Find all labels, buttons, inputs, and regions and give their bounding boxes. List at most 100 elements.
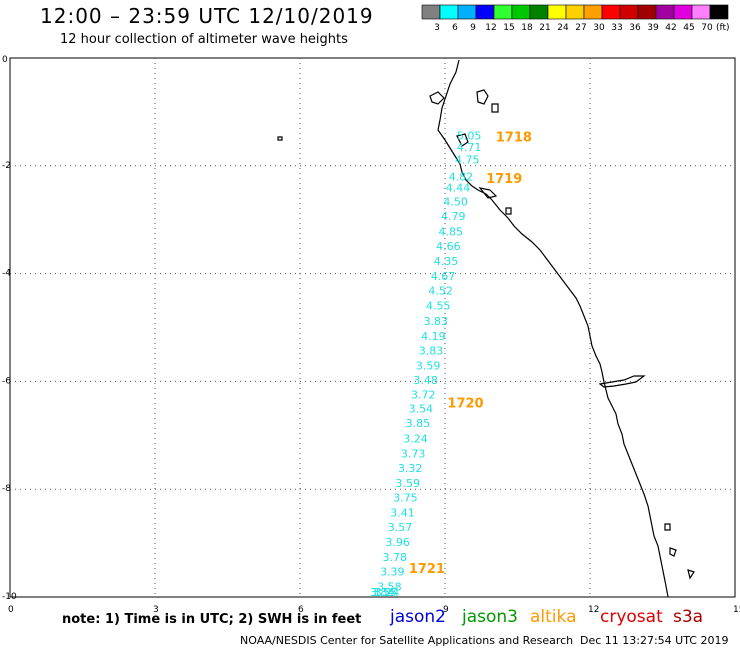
- legend-swatch: [691, 4, 711, 20]
- satellite-cryosat: cryosat: [600, 607, 663, 627]
- swh-value: 3.24: [403, 432, 428, 445]
- satellite-jason2: jason2: [390, 607, 446, 627]
- footer-credit: NOAA/NESDIS Center for Satellite Applica…: [240, 634, 574, 647]
- map-grid: [10, 58, 735, 597]
- pass-time-label: 1719: [486, 172, 522, 187]
- legend-bin-label: 9: [470, 23, 476, 33]
- coast-island-f: [505, 207, 512, 215]
- pass-time-label: 1720: [447, 396, 483, 411]
- legend-bin-label: 39: [647, 23, 659, 33]
- legend-bin-label: 12: [485, 23, 496, 33]
- coast-island-g: [664, 523, 671, 531]
- legend-bin-label: 18: [521, 23, 533, 33]
- swh-value: 4.67: [431, 270, 456, 283]
- coast-island-i: [687, 569, 695, 580]
- swh-value: 4.35: [434, 255, 459, 268]
- y-tick-label: -2: [2, 161, 11, 171]
- y-tick-label: -8: [2, 484, 11, 494]
- pass-time-labels: 1718 1719 1720 1721: [409, 131, 532, 577]
- legend-bin-label: 27: [575, 23, 586, 33]
- swh-value: 4.75: [455, 154, 480, 167]
- swh-value: 4.82: [449, 170, 474, 183]
- coastline-main: [437, 59, 669, 598]
- swh-value: 4.50: [443, 196, 468, 209]
- map-tick-labels: 0 3 6 9 12 15 0 -2 -4 -6 -8 -10: [2, 55, 740, 615]
- swh-color-legend: 3 6 9 12 15 18 21 24 27 30 33 36 39 42 45 70 (ft): [421, 4, 730, 33]
- map-subtitle: 12 hour collection of altimeter wave hei…: [60, 32, 348, 47]
- legend-swatch: [493, 4, 513, 20]
- gulf-inlet: [598, 375, 646, 388]
- swh-value: 3.78: [382, 551, 407, 564]
- map-frame: [9, 57, 736, 598]
- footer-note: note: 1) Time is in UTC; 2) SWH is in fe…: [62, 612, 362, 627]
- legend-swatch: [475, 4, 495, 20]
- y-tick-label: -4: [2, 269, 11, 279]
- legend-swatch: [583, 4, 603, 20]
- coast-island-b: [476, 89, 489, 105]
- swh-value: 3.24: [375, 586, 400, 599]
- legend-swatch: [421, 4, 441, 20]
- swh-value: 3.84: [370, 586, 395, 599]
- legend-swatch: [547, 4, 567, 20]
- x-tick-label: 9: [443, 605, 449, 615]
- legend-swatch: [601, 4, 621, 20]
- legend-bin-label: 42: [665, 23, 676, 33]
- legend-bin-label: 36: [629, 23, 641, 33]
- coast-island-h: [669, 547, 677, 557]
- swh-value: 4.55: [426, 300, 451, 313]
- legend-bin-label: 33: [611, 23, 622, 33]
- coast-island-d: [456, 133, 469, 147]
- legend-bin-label: 45: [683, 23, 694, 33]
- coast-island-e: [478, 187, 498, 199]
- swh-value: 3.59: [396, 477, 421, 490]
- coastline: [277, 59, 695, 598]
- pass-time-label: 1721: [409, 562, 445, 577]
- swh-value: 3.55: [372, 586, 397, 599]
- swh-value: 5.05: [457, 129, 482, 142]
- legend-swatch: [637, 4, 657, 20]
- x-tick-label: 0: [8, 605, 14, 615]
- swh-value: 3.54: [409, 403, 434, 416]
- legend-bin-label: 21: [539, 23, 550, 33]
- legend-bin-label: 6: [452, 23, 458, 33]
- legend-swatch: [673, 4, 693, 20]
- swh-value: 3.32: [398, 462, 423, 475]
- swh-value: 3.58: [377, 581, 402, 594]
- swh-value: 3.72: [411, 389, 436, 402]
- legend-swatch: [565, 4, 585, 20]
- satellite-jason3: jason3: [462, 607, 518, 627]
- swh-value: 3.57: [388, 521, 413, 534]
- swh-value: 3.73: [401, 447, 426, 460]
- x-tick-label: 12: [588, 605, 599, 615]
- altimeter-track: 5.054.714.75 4.824.444.504.79 4.85 4.66 4.35…: [370, 129, 482, 599]
- legend-bin-label: 15: [503, 23, 514, 33]
- swh-value: 3.96: [385, 536, 410, 549]
- swh-value: 3.83: [419, 344, 444, 357]
- legend-swatch: [655, 4, 675, 20]
- legend-swatch: [619, 4, 639, 20]
- legend-bin-label: 30: [593, 23, 605, 33]
- x-tick-label: 15: [733, 605, 740, 615]
- x-tick-label: 3: [153, 605, 159, 615]
- legend-swatch: [511, 4, 531, 20]
- swh-value: 3.59: [416, 360, 441, 373]
- legend-unit: (ft): [716, 23, 730, 33]
- y-tick-label: -10: [2, 592, 17, 602]
- y-tick-label: 0: [2, 55, 8, 65]
- swh-value: 4.85: [439, 225, 464, 238]
- swh-value: 3.39: [380, 565, 405, 578]
- map-title: 12:00 – 23:59 UTC 12/10/2019: [40, 4, 374, 28]
- swh-value: 4.44: [446, 182, 471, 195]
- coast-island-j: [277, 136, 283, 141]
- satellite-altika: altika: [530, 607, 577, 627]
- swh-value: 3.41: [390, 507, 415, 520]
- pass-time-label: 1718: [496, 131, 532, 146]
- swh-value: 4.19: [421, 330, 446, 343]
- legend-bin-label: 24: [557, 23, 569, 33]
- coast-island-c: [491, 103, 499, 113]
- legend-bin-label: 70: [701, 23, 713, 33]
- swh-value: 3.85: [406, 417, 431, 430]
- swh-value: 3.75: [393, 492, 418, 505]
